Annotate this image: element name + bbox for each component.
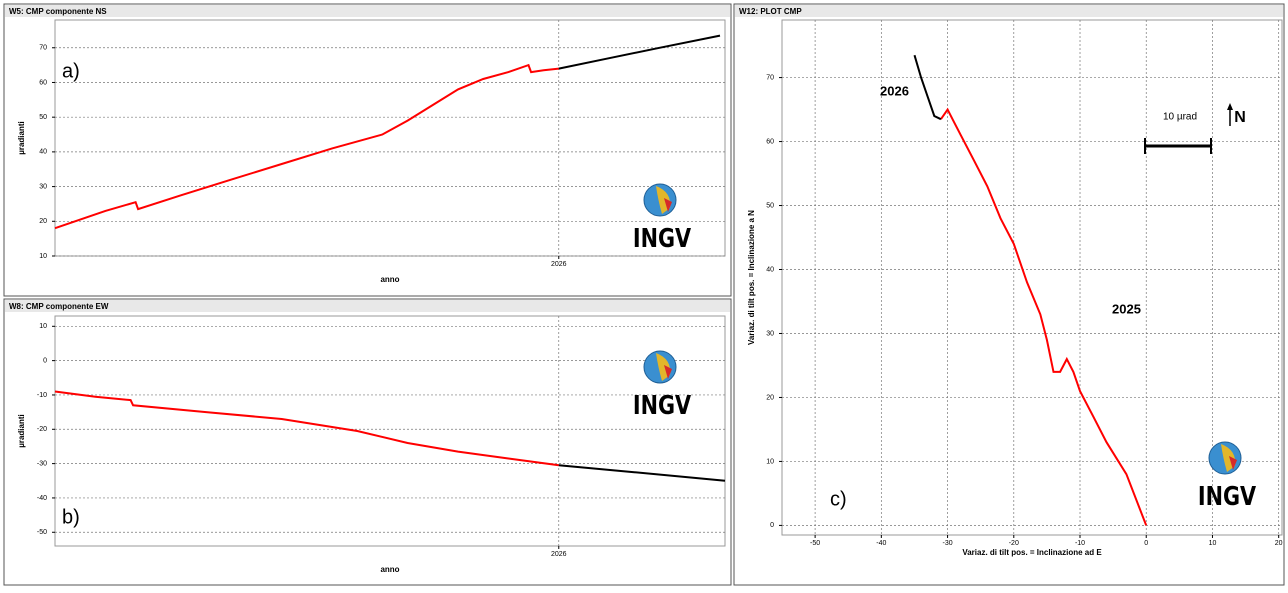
panel: W5: CMP componente NS 10 20 30 40 50 60 70 2026 a… bbox=[3, 3, 732, 297]
y-tick-label: 10 bbox=[39, 323, 47, 330]
x-tick-label: 10 bbox=[1209, 540, 1217, 547]
panel-label: c) bbox=[830, 488, 847, 510]
x-axis-label: Variaz. di tilt pos. = Inclinazione ad E bbox=[962, 548, 1102, 557]
y-axis-label: Variaz. di tilt pos. = Inclinazione a N bbox=[747, 210, 756, 345]
panel-title: W12: PLOT CMP bbox=[739, 7, 802, 16]
y-tick-label: 50 bbox=[766, 202, 774, 209]
x-tick-label: -40 bbox=[876, 540, 886, 547]
x-tick-label: 20 bbox=[1275, 540, 1283, 547]
y-tick-label: 10 bbox=[39, 253, 47, 260]
x-axis-label: anno bbox=[380, 275, 399, 284]
logo-text: INGV bbox=[633, 223, 692, 254]
y-axis-label: µradianti bbox=[17, 121, 26, 155]
plot-area bbox=[54, 19, 726, 257]
y-tick-label: -40 bbox=[37, 495, 47, 502]
y-tick-label: 40 bbox=[766, 266, 774, 273]
y-tick-label: -30 bbox=[37, 460, 47, 467]
north-arrow-head bbox=[1227, 103, 1233, 110]
y-tick-label: 30 bbox=[39, 183, 47, 190]
data-line bbox=[54, 390, 559, 467]
x-tick-label: -10 bbox=[1075, 540, 1085, 547]
scale-label: 10 µrad bbox=[1163, 112, 1197, 123]
logo-text: INGV bbox=[1198, 481, 1257, 512]
panel-title: W5: CMP componente NS bbox=[9, 7, 107, 16]
x-tick-label: 2026 bbox=[551, 261, 567, 268]
x-tick-label: -30 bbox=[943, 540, 953, 547]
x-tick-label: -50 bbox=[810, 540, 820, 547]
series-label: 2026 bbox=[880, 83, 909, 98]
y-tick-label: 70 bbox=[766, 74, 774, 81]
panel-title: W8: CMP componente EW bbox=[9, 302, 109, 311]
y-tick-label: -20 bbox=[37, 426, 47, 433]
y-tick-label: 70 bbox=[39, 45, 47, 52]
panel-label: b) bbox=[62, 506, 80, 528]
x-tick-label: -20 bbox=[1009, 540, 1019, 547]
y-tick-label: 30 bbox=[766, 330, 774, 337]
data-line bbox=[54, 63, 559, 230]
data-line bbox=[913, 54, 942, 121]
panel-label: a) bbox=[62, 60, 80, 82]
title-bar bbox=[735, 5, 1283, 17]
logo-text: INGV bbox=[633, 390, 692, 421]
y-tick-label: -10 bbox=[37, 392, 47, 399]
x-tick-label: 0 bbox=[1144, 540, 1148, 547]
y-tick-label: 40 bbox=[39, 149, 47, 156]
y-tick-label: 20 bbox=[766, 394, 774, 401]
logo-land bbox=[664, 365, 672, 379]
data-line bbox=[558, 34, 721, 70]
x-axis-label: anno bbox=[380, 565, 399, 574]
y-axis-label: µradianti bbox=[17, 414, 26, 448]
y-tick-label: 10 bbox=[766, 458, 774, 465]
y-tick-label: 0 bbox=[43, 357, 47, 364]
logo-land bbox=[1229, 456, 1237, 470]
logo-land bbox=[664, 198, 672, 212]
y-tick-label: 20 bbox=[39, 218, 47, 225]
plot-area bbox=[781, 19, 1283, 536]
north-label: N bbox=[1234, 109, 1246, 126]
data-line bbox=[940, 107, 1148, 526]
y-tick-label: 50 bbox=[39, 114, 47, 121]
plot-area bbox=[54, 315, 726, 547]
y-tick-label: 60 bbox=[39, 79, 47, 86]
panel: W8: CMP componente EW 10 0 -10 -20 -30 -40 -50 2… bbox=[3, 298, 732, 586]
y-tick-label: 0 bbox=[770, 522, 774, 529]
title-bar bbox=[5, 5, 730, 17]
title-bar bbox=[5, 300, 730, 312]
x-tick-label: 2026 bbox=[551, 551, 567, 558]
panel: W12: PLOT CMP 0 10 20 30 40 50 60 70 -50 -40 -30 -20… bbox=[733, 3, 1285, 586]
y-tick-label: 60 bbox=[766, 138, 774, 145]
y-tick-label: -50 bbox=[37, 529, 47, 536]
series-label: 2025 bbox=[1112, 301, 1141, 316]
data-line bbox=[558, 464, 726, 482]
